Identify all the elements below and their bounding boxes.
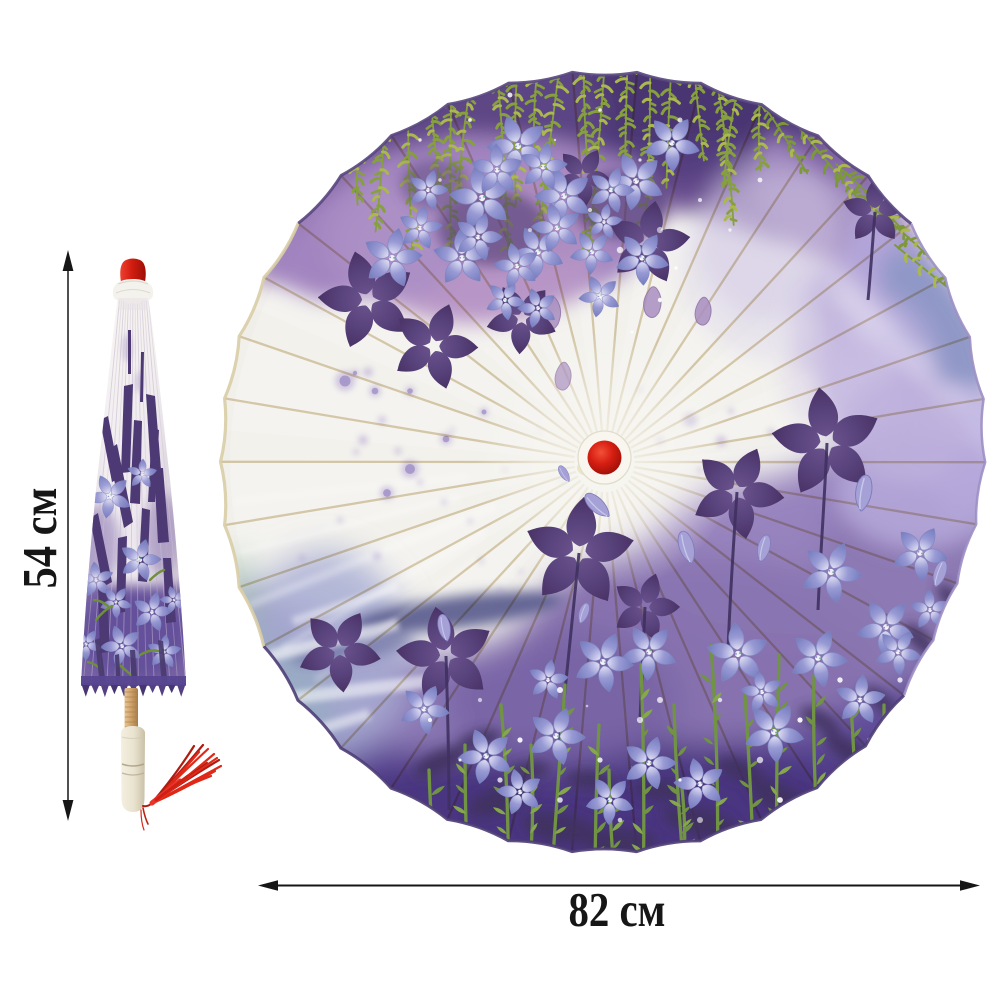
- svg-text:82 см: 82 см: [569, 882, 666, 937]
- svg-text:54 см: 54 см: [12, 488, 67, 589]
